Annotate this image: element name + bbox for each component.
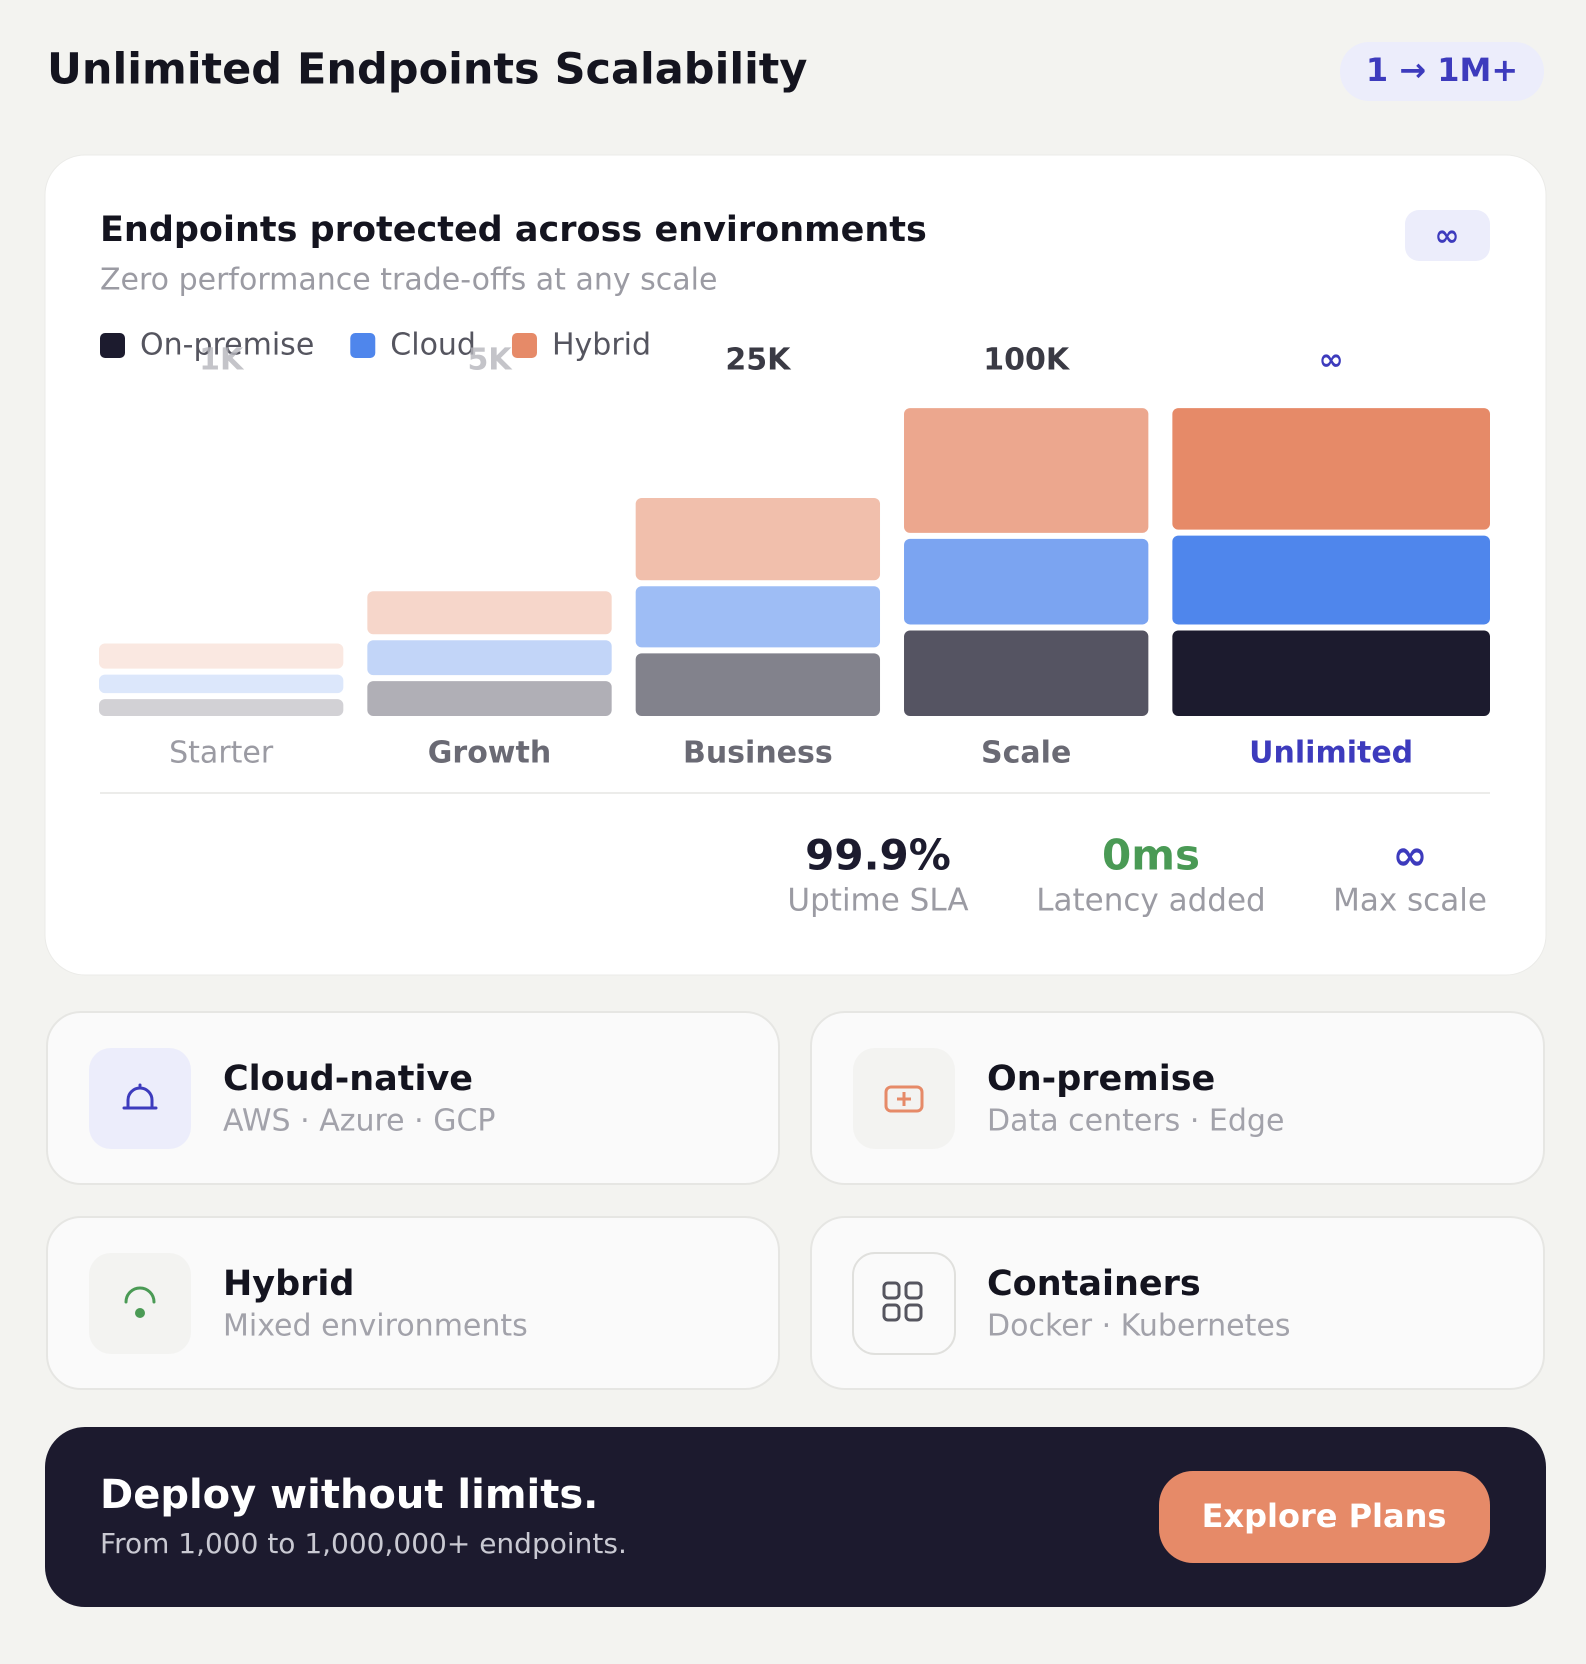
- scale-badge-text: 1 → 1M+: [1366, 51, 1518, 89]
- legend-label: Cloud: [390, 328, 476, 363]
- category-label: Starter: [169, 736, 274, 771]
- feature-title: Cloud-native: [223, 1059, 473, 1099]
- bar-segment: [99, 674, 344, 694]
- feature-title: Containers: [987, 1264, 1201, 1304]
- hybrid-icon: [124, 1286, 156, 1304]
- legend-swatch: [100, 333, 125, 358]
- stat-value: ∞: [1393, 831, 1428, 880]
- cloud-icon: [122, 1083, 158, 1110]
- chart-title: Endpoints protected across environments: [100, 210, 927, 250]
- cta-title: Deploy without limits.: [100, 1472, 598, 1518]
- features: Cloud-native AWS · Azure · GCP On-premise D…: [46, 1011, 1545, 1390]
- feature-title: On-premise: [987, 1059, 1215, 1099]
- bar-segment: [99, 699, 344, 716]
- server-icon-plus: [897, 1092, 911, 1106]
- stat-label: Max scale: [1333, 883, 1487, 919]
- legend-swatch: [350, 333, 376, 358]
- server-icon: [884, 1085, 924, 1113]
- cta-button-text[interactable]: Explore Plans: [1202, 1497, 1447, 1535]
- cta-subtitle: From 1,000 to 1,000,000+ endpoints.: [100, 1527, 627, 1560]
- cta-banner: [45, 1427, 1546, 1607]
- legend-label: On-premise: [140, 328, 314, 363]
- bar-total-label: 25K: [725, 343, 792, 378]
- chart-subtitle: Zero performance trade-offs at any scale: [100, 263, 717, 298]
- icon-box: [852, 1252, 956, 1355]
- bar-segment: [367, 681, 612, 716]
- chart: On-premise Cloud Hybrid 1K Starter 5K Growth 25…: [99, 328, 1490, 771]
- icon-box: [89, 1253, 191, 1354]
- category-label: Unlimited: [1249, 736, 1413, 771]
- stat-value: 99.9%: [805, 831, 951, 880]
- bar-segment: [367, 640, 612, 676]
- category-label: Growth: [428, 736, 551, 771]
- feature-subtitle: Data centers · Edge: [987, 1104, 1284, 1139]
- scale-badge: [1340, 42, 1544, 101]
- bar-segment: [635, 653, 881, 716]
- category-label: Scale: [981, 736, 1071, 771]
- bar-total-label: 100K: [983, 343, 1071, 378]
- stat-label: Latency added: [1036, 883, 1266, 919]
- legend-label: Hybrid: [552, 328, 651, 363]
- bar-segment: [635, 498, 881, 581]
- stat-label: Uptime SLA: [787, 883, 968, 919]
- bar-segment: [904, 630, 1149, 716]
- feature-subtitle: AWS · Azure · GCP: [223, 1104, 496, 1139]
- feature-card: [810, 1216, 1545, 1390]
- chart-badge: [1405, 210, 1490, 261]
- feature-card: [46, 1011, 780, 1185]
- containers-icon: [882, 1281, 923, 1322]
- bar-segment: [1172, 408, 1490, 530]
- feature-subtitle: Mixed environments: [223, 1309, 528, 1344]
- bar-segment: [904, 538, 1149, 625]
- feature-card: [46, 1216, 780, 1390]
- icon-box: [89, 1048, 191, 1149]
- feature-card: [810, 1011, 1545, 1185]
- bar-segment: [367, 591, 612, 635]
- bar-total-label: ∞: [1319, 343, 1344, 378]
- bar-total-label: 5K: [467, 343, 513, 378]
- chart-badge-text: ∞: [1435, 219, 1460, 254]
- bar-total-label: 1K: [199, 343, 245, 378]
- hybrid-icon-dot: [135, 1308, 145, 1318]
- feature-subtitle: Docker · Kubernetes: [987, 1309, 1290, 1344]
- stat-value: 0ms: [1102, 831, 1200, 880]
- bar-segment: [904, 408, 1149, 533]
- bar-segment: [1172, 630, 1490, 716]
- bar-segment: [635, 586, 881, 648]
- cta-button[interactable]: [1159, 1471, 1490, 1563]
- feature-title: Hybrid: [223, 1264, 354, 1304]
- bar-segment: [1172, 535, 1490, 625]
- bar-segment: [99, 643, 344, 669]
- legend-swatch: [511, 333, 537, 358]
- category-label: Business: [683, 736, 833, 771]
- page-title: Unlimited Endpoints Scalability: [47, 45, 807, 95]
